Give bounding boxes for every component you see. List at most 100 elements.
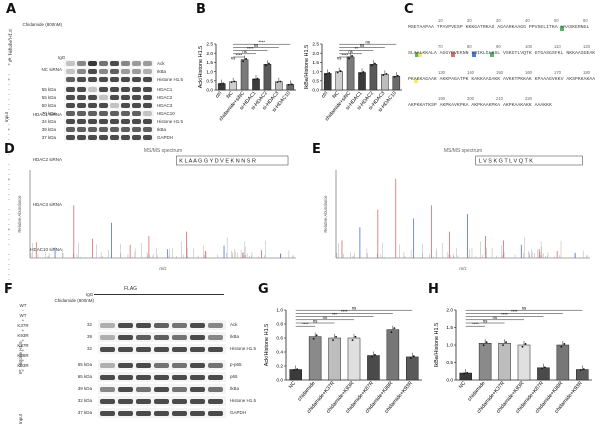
sequence-position: 170 (554, 70, 561, 75)
blot-band (143, 77, 152, 82)
y-tick-label: 2.0 (206, 51, 213, 57)
sequence-line: PKAKKAGAAK AKKPAGATPK KAKKAAGAKK AVKKTPK… (408, 77, 596, 82)
blot-band (132, 69, 141, 74)
sequence-line: MSETAAPAA TPAVPVESP KKKGATRKAS AGAARKAAG… (408, 25, 590, 30)
condition-sign: - (8, 242, 10, 247)
protein-sequence: 10 20 30 40 50 60 MSETAAPAA TPAVPVESP KKKGATRK… (408, 18, 596, 128)
f-input-row-kda: 39 kDa (77, 386, 92, 391)
condition-sign: + (7, 57, 11, 62)
sig-label: **** (501, 312, 508, 317)
sequence-position: 60 (583, 18, 588, 23)
blot-band (190, 410, 205, 416)
blot-band (132, 61, 141, 66)
peptide-sequence: L V S K G T L V Q T K (479, 159, 534, 165)
f-input-row-kda: 37 kDa (77, 410, 92, 415)
lane-label: WT (19, 303, 27, 308)
blot-band (208, 386, 223, 392)
blot-band (136, 386, 151, 392)
blot-band (110, 119, 119, 124)
blot-band (110, 111, 119, 116)
blot-band (66, 119, 75, 124)
blot-band (88, 61, 97, 66)
sequence-position: 150 (496, 70, 503, 75)
a-input-row-label: IkBa (157, 127, 167, 132)
f-ip-row-strip (98, 344, 226, 354)
condition-sign: + (7, 47, 11, 52)
condition-sign: - (8, 272, 10, 277)
f-ip-row-strip (98, 332, 226, 342)
condition-sign: - (8, 212, 10, 217)
sig-label: ns (231, 56, 235, 61)
sequence-position: 40 (525, 18, 530, 23)
condition-sign: + (7, 287, 11, 292)
blot-band (136, 322, 151, 328)
y-tick-label: 0.0 (312, 88, 319, 94)
f-ip-row-kda: 32 (86, 346, 92, 351)
blot-band (132, 95, 141, 100)
blot-band (99, 103, 108, 108)
blot-band (99, 61, 108, 66)
chidamide-sign: + (21, 368, 25, 373)
a-input-row-strip (64, 94, 154, 101)
bar (346, 56, 355, 91)
sig-label: **** (258, 40, 265, 45)
blot-band (100, 334, 115, 340)
data-point (485, 341, 488, 344)
sequence-position: 10 (438, 18, 443, 23)
blot-band (66, 103, 75, 108)
y-tick-label: 0.4 (276, 350, 283, 356)
blot-band (110, 61, 119, 66)
blot-band (208, 362, 223, 368)
data-point (245, 57, 247, 60)
bar (459, 372, 472, 381)
sequence-position: 180 (583, 70, 590, 75)
blot-band (77, 87, 86, 92)
f-ip-row-label: Histone H1.5 (230, 346, 257, 351)
bar (478, 343, 492, 381)
bar (323, 73, 332, 91)
a-input-row-strip (64, 110, 154, 117)
blot-band (132, 119, 141, 124)
blot-band (190, 334, 205, 340)
condition-sign: - (8, 142, 10, 147)
x-tick-label: NC (288, 380, 298, 390)
sequence-line: AKPKKATKSP AKPKAVKPKA AKPKAAKPKA AKPKAAK… (408, 103, 552, 108)
blot-band (77, 127, 86, 132)
data-point (325, 73, 328, 76)
blot-band (154, 386, 169, 392)
chart-b-ack: Ack/Histone H1.50.0 0.5 1.0 1.5 2.0 2.5 ctrl NC… (198, 40, 296, 122)
sig-label: **** (236, 52, 243, 57)
condition-sign: + (7, 77, 11, 82)
x-tick-label: chidamide (467, 380, 487, 402)
data-point (230, 81, 233, 84)
y-tick-label: 0.0 (206, 88, 213, 94)
condition-sign: + (7, 37, 11, 42)
f-input-row-strip (98, 360, 226, 370)
modified-residue-highlight (472, 52, 476, 57)
data-point (315, 334, 318, 337)
x-axis-label: m/z (159, 266, 167, 271)
panel-a-blot: Chidamide (800nM) - + + + + + + + NC siRNA - + - - - - -… (4, 22, 189, 292)
blot-band (136, 362, 151, 368)
y-tick-label: 0.6 (276, 336, 283, 342)
panel-label-h: H (428, 282, 439, 297)
data-point (409, 357, 412, 359)
condition-sign: + (7, 42, 11, 47)
blot-band (208, 374, 223, 380)
blot-band (88, 119, 97, 124)
condition-sign: - (8, 162, 10, 167)
data-point (541, 367, 543, 370)
f-input-row-label: IkBa (230, 386, 240, 391)
data-point (253, 78, 256, 81)
condition-label: HDAC2 siRNA (32, 157, 62, 162)
blot-band (143, 61, 152, 66)
lane-labels: Chidamide (800nM) WT - WT + K37R + K93R + K87R + K8… (14, 298, 254, 373)
flag-header: FLAG (124, 286, 138, 292)
data-point (268, 62, 270, 65)
data-point (222, 82, 225, 85)
data-point (287, 83, 290, 86)
chart-h: IkBa/Histone H1.5 0.0 0.5 1.0 1.5 2.0 NC chidam… (434, 306, 592, 415)
blot-band (143, 119, 152, 124)
blot-band (132, 111, 141, 116)
a-input-row-kda: 55 kDa (41, 87, 56, 92)
